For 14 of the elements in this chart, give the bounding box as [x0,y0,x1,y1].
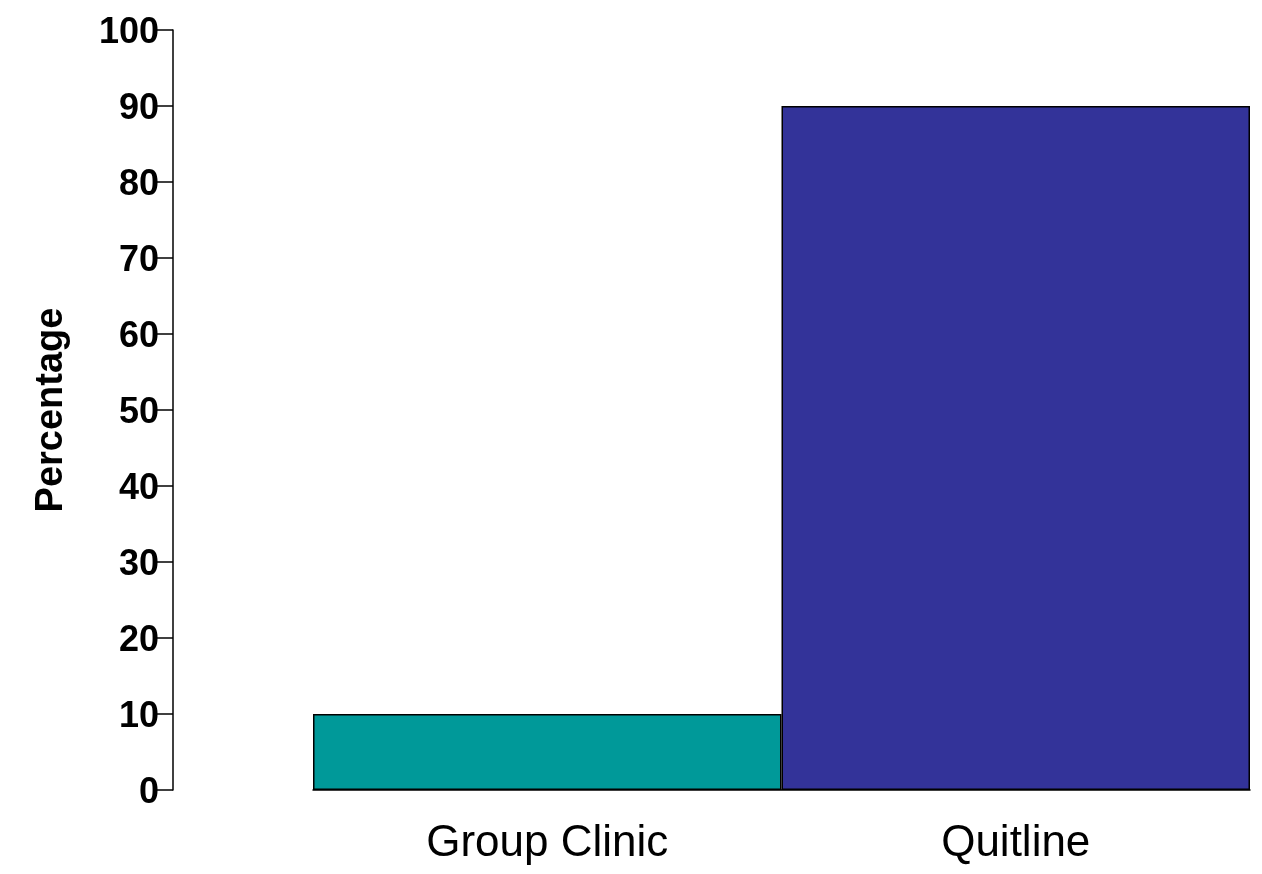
y-tick-label: 30 [118,541,159,583]
y-tick-label: 10 [118,693,159,735]
y-tick-label: 90 [118,85,159,127]
y-tick-label: 0 [138,769,159,811]
y-tick-label: 20 [118,617,159,659]
y-axis-title: Percentage [28,307,70,513]
y-tick-label: 40 [118,465,159,507]
y-tick-label: 80 [118,161,159,203]
y-tick-label: 50 [118,389,159,431]
y-tick-label: 100 [98,9,159,51]
x-tick-label: Group Clinic [426,815,669,865]
x-tick-label: Quitline [941,815,1091,865]
y-tick-label: 70 [118,237,159,279]
y-tick-label: 60 [118,313,159,355]
